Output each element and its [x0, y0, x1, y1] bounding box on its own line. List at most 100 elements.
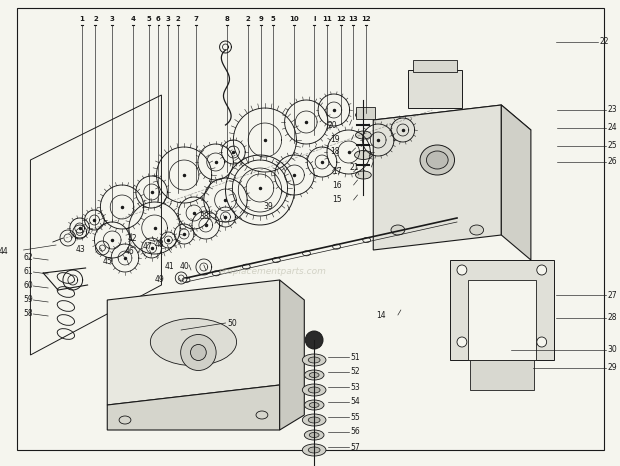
Text: 58: 58 — [24, 309, 33, 318]
Text: 23: 23 — [608, 105, 618, 115]
Text: 54: 54 — [350, 397, 360, 406]
Ellipse shape — [308, 357, 320, 363]
Text: 18: 18 — [330, 148, 339, 157]
Text: 28: 28 — [608, 314, 618, 322]
Text: 50: 50 — [228, 318, 237, 328]
Ellipse shape — [391, 225, 405, 235]
Text: 52: 52 — [350, 368, 360, 377]
Ellipse shape — [304, 430, 324, 440]
Text: 5: 5 — [270, 16, 275, 22]
Text: 53: 53 — [350, 383, 360, 391]
Ellipse shape — [308, 417, 320, 423]
Ellipse shape — [355, 171, 371, 179]
Ellipse shape — [303, 414, 326, 426]
Ellipse shape — [308, 447, 320, 453]
Text: 49: 49 — [154, 275, 164, 284]
Ellipse shape — [256, 411, 268, 419]
Text: 29: 29 — [608, 363, 618, 372]
Bar — [470, 360, 534, 390]
Ellipse shape — [309, 372, 319, 377]
Text: 12: 12 — [336, 16, 345, 22]
Text: 10: 10 — [290, 16, 299, 22]
Ellipse shape — [309, 403, 319, 407]
Text: 61: 61 — [24, 267, 33, 276]
Ellipse shape — [355, 151, 372, 159]
Bar — [413, 60, 457, 72]
Text: 13: 13 — [348, 16, 358, 22]
Ellipse shape — [470, 225, 484, 235]
Text: 30: 30 — [608, 345, 618, 355]
Text: 6: 6 — [156, 16, 161, 22]
Polygon shape — [107, 385, 280, 430]
Text: 62: 62 — [24, 254, 33, 262]
Text: 19: 19 — [330, 136, 340, 144]
Text: 3: 3 — [166, 16, 170, 22]
Text: 2: 2 — [246, 16, 250, 22]
Text: 9: 9 — [259, 16, 263, 22]
Bar — [355, 107, 375, 119]
Text: 55: 55 — [350, 412, 360, 422]
Polygon shape — [373, 105, 531, 145]
Circle shape — [457, 337, 467, 347]
Text: 12: 12 — [361, 16, 371, 22]
Text: 26: 26 — [608, 158, 618, 166]
Ellipse shape — [304, 400, 324, 410]
Text: 38: 38 — [199, 212, 208, 221]
Text: 57: 57 — [350, 443, 360, 452]
Text: 25: 25 — [608, 142, 618, 151]
Ellipse shape — [355, 111, 371, 119]
Text: 43: 43 — [76, 245, 86, 254]
Text: 27: 27 — [608, 290, 618, 300]
Ellipse shape — [119, 416, 131, 424]
Text: 5: 5 — [146, 16, 151, 22]
Text: 46: 46 — [125, 247, 135, 256]
Text: 39: 39 — [263, 202, 273, 211]
Ellipse shape — [303, 444, 326, 456]
Circle shape — [190, 344, 206, 361]
Text: 42: 42 — [128, 234, 138, 243]
Text: 48: 48 — [154, 240, 164, 249]
Ellipse shape — [303, 384, 326, 396]
Text: 40: 40 — [179, 262, 189, 271]
Ellipse shape — [304, 370, 324, 380]
Text: I: I — [313, 16, 316, 22]
Polygon shape — [373, 105, 502, 250]
Ellipse shape — [420, 145, 454, 175]
Text: 45: 45 — [102, 257, 112, 266]
Text: 15: 15 — [332, 196, 342, 205]
Ellipse shape — [308, 387, 320, 393]
Text: 24: 24 — [608, 123, 618, 132]
Ellipse shape — [303, 354, 326, 366]
Text: 17: 17 — [332, 167, 342, 177]
Text: 56: 56 — [350, 427, 360, 437]
Text: 59: 59 — [24, 295, 33, 304]
Text: ereplacementparts.com: ereplacementparts.com — [219, 267, 327, 276]
Text: 2: 2 — [176, 16, 180, 22]
Circle shape — [305, 331, 323, 349]
Text: 3: 3 — [110, 16, 115, 22]
Text: 60: 60 — [24, 281, 33, 290]
Text: 22: 22 — [600, 37, 609, 47]
Text: 51: 51 — [350, 352, 360, 362]
Circle shape — [180, 335, 216, 370]
Text: 14: 14 — [376, 310, 386, 320]
Text: 1: 1 — [79, 16, 84, 22]
Circle shape — [457, 265, 467, 275]
Polygon shape — [107, 280, 280, 405]
Ellipse shape — [151, 318, 237, 366]
Ellipse shape — [309, 432, 319, 438]
Text: 4: 4 — [130, 16, 135, 22]
Text: 47: 47 — [143, 242, 153, 251]
Bar — [450, 260, 554, 360]
Text: 8: 8 — [225, 16, 230, 22]
Ellipse shape — [427, 151, 448, 169]
Bar — [468, 280, 536, 360]
Bar — [408, 70, 462, 108]
Text: 41: 41 — [164, 262, 174, 271]
Text: 16: 16 — [332, 180, 342, 190]
Text: 7: 7 — [193, 16, 198, 22]
Circle shape — [537, 265, 547, 275]
Text: 20: 20 — [328, 121, 337, 130]
Ellipse shape — [355, 131, 371, 139]
Polygon shape — [502, 105, 531, 260]
